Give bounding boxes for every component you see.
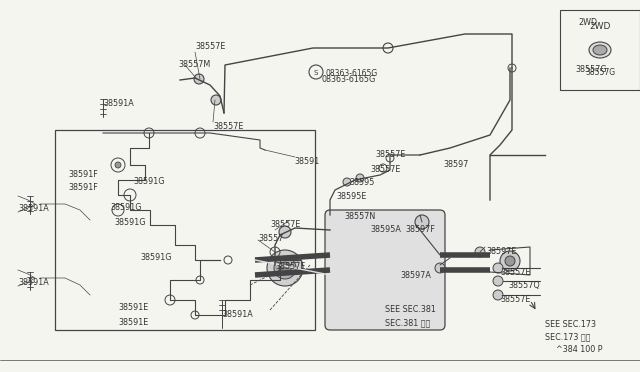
Circle shape <box>356 174 364 182</box>
Text: 38597F: 38597F <box>405 225 435 234</box>
Circle shape <box>415 215 429 229</box>
Text: 2WD: 2WD <box>589 22 611 31</box>
Text: 38557G: 38557G <box>575 65 607 74</box>
Text: ^384 100 P: ^384 100 P <box>556 345 602 354</box>
Text: 2WD: 2WD <box>578 18 597 27</box>
Text: 38591A: 38591A <box>18 278 49 287</box>
Text: 38557E: 38557E <box>375 150 405 159</box>
Bar <box>560 10 640 90</box>
FancyBboxPatch shape <box>325 210 445 330</box>
Text: 38591A: 38591A <box>222 310 253 319</box>
Bar <box>55 130 315 330</box>
Text: 38557E: 38557E <box>500 295 531 304</box>
Circle shape <box>279 262 291 274</box>
Text: SEE SEC.381: SEE SEC.381 <box>385 305 436 314</box>
Text: 38557M: 38557M <box>178 60 211 69</box>
Circle shape <box>493 290 503 300</box>
Circle shape <box>267 250 303 286</box>
Text: 38591A: 38591A <box>18 204 49 213</box>
Text: 08363-6165G: 08363-6165G <box>321 75 375 84</box>
Text: 38597: 38597 <box>443 160 468 169</box>
Circle shape <box>493 276 503 286</box>
Text: 38557E: 38557E <box>270 220 300 229</box>
Circle shape <box>500 251 520 271</box>
Text: 38591G: 38591G <box>133 177 164 186</box>
Text: 38597A: 38597A <box>400 271 431 280</box>
Text: S: S <box>314 70 318 76</box>
Text: 38557E: 38557E <box>500 268 531 277</box>
Circle shape <box>115 162 121 168</box>
Text: 38591A: 38591A <box>103 99 134 108</box>
Text: 38597E: 38597E <box>486 247 516 256</box>
Circle shape <box>475 247 485 257</box>
Circle shape <box>194 74 204 84</box>
Text: 08363-6165G: 08363-6165G <box>326 68 378 77</box>
Text: 38591E: 38591E <box>118 318 148 327</box>
Text: 38557Q: 38557Q <box>508 281 540 290</box>
Text: 38595E: 38595E <box>336 192 366 201</box>
Circle shape <box>435 263 445 273</box>
Ellipse shape <box>593 45 607 55</box>
Text: 38591F: 38591F <box>68 183 98 192</box>
Text: SEC.173 参照: SEC.173 参照 <box>545 332 590 341</box>
Circle shape <box>505 256 515 266</box>
Text: 38595A: 38595A <box>370 225 401 234</box>
Text: 38557E: 38557E <box>370 165 401 174</box>
Circle shape <box>274 257 296 279</box>
Text: 38591E: 38591E <box>118 303 148 312</box>
Text: 38591G: 38591G <box>114 218 145 227</box>
Text: SEC.381 参照: SEC.381 参照 <box>385 318 430 327</box>
Text: 38591: 38591 <box>294 157 319 166</box>
Text: 38557N: 38557N <box>344 212 375 221</box>
Text: 38591G: 38591G <box>140 253 172 262</box>
Circle shape <box>211 95 221 105</box>
Circle shape <box>493 263 503 273</box>
Circle shape <box>343 178 351 186</box>
Circle shape <box>279 226 291 238</box>
Text: 38595: 38595 <box>349 178 374 187</box>
Text: 38557E: 38557E <box>195 42 225 51</box>
Text: SEE SEC.173: SEE SEC.173 <box>545 320 596 329</box>
Text: 38557E: 38557E <box>213 122 243 131</box>
Text: 38557: 38557 <box>258 234 284 243</box>
Text: 38591F: 38591F <box>68 170 98 179</box>
Text: 38557E: 38557E <box>275 262 305 271</box>
Text: 38591G: 38591G <box>110 203 141 212</box>
Ellipse shape <box>589 42 611 58</box>
Text: 38557G: 38557G <box>585 68 615 77</box>
